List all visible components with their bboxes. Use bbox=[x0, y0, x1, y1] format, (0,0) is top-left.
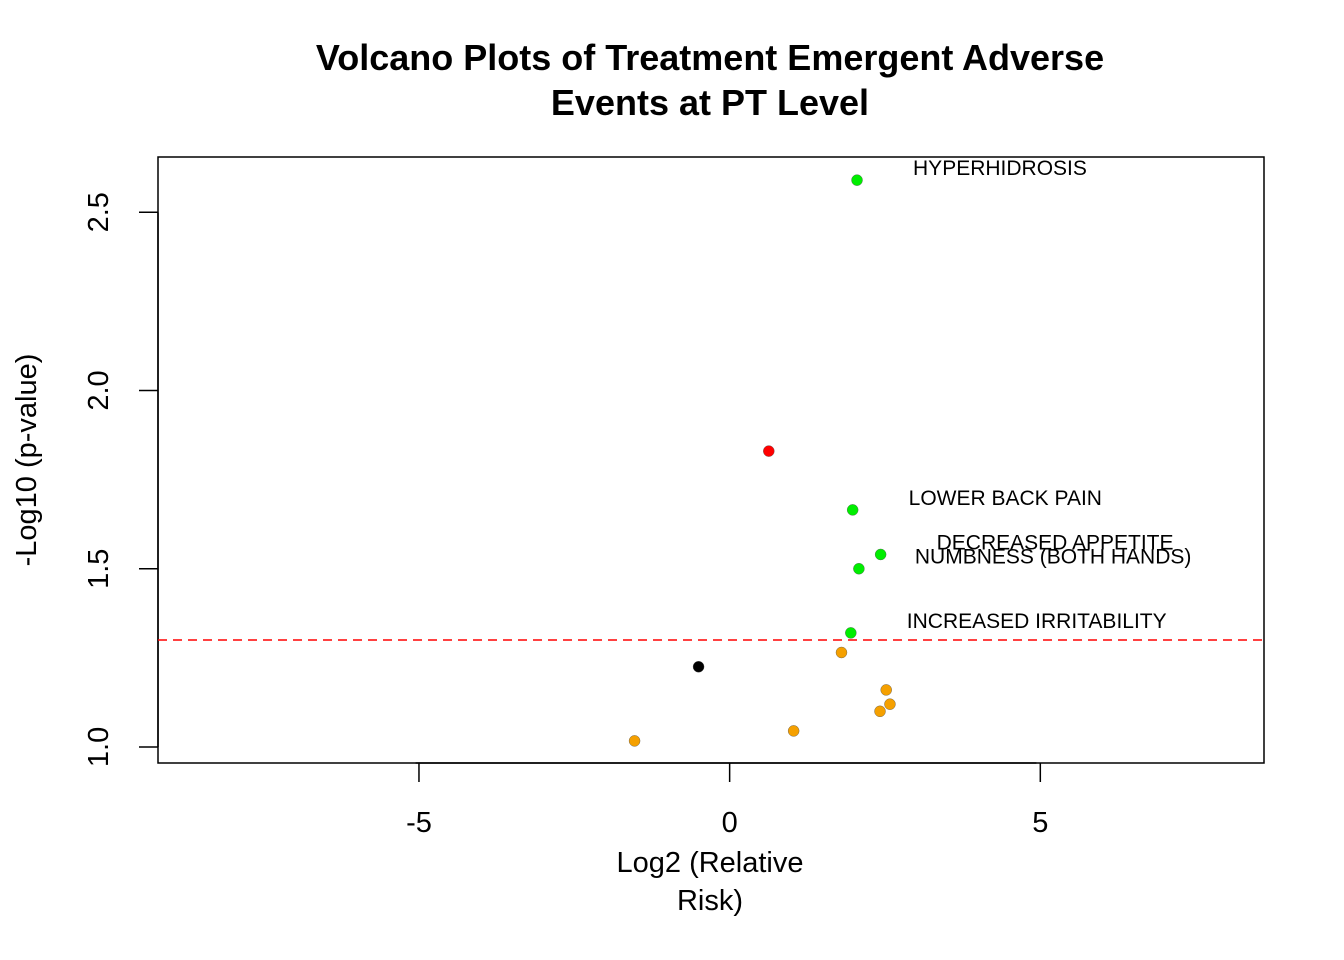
x-tick-label: -5 bbox=[406, 807, 432, 839]
plot-frame bbox=[157, 156, 1265, 764]
y-tick-label: 2.0 bbox=[83, 370, 115, 410]
data-point bbox=[835, 646, 848, 659]
data-point bbox=[692, 661, 705, 673]
point-label: LOWER BACK PAIN bbox=[909, 487, 1102, 510]
point-label: NUMBNESS (BOTH HANDS) bbox=[915, 546, 1192, 569]
x-tick-label: 5 bbox=[1032, 807, 1048, 839]
data-point bbox=[846, 504, 859, 516]
point-label: INCREASED IRRITABILITY bbox=[907, 610, 1167, 633]
data-point bbox=[874, 705, 886, 718]
data-point bbox=[763, 445, 775, 457]
x-ticks: -5 0 5 bbox=[406, 763, 1048, 839]
y-tick-label: 1.5 bbox=[83, 549, 115, 589]
data-point bbox=[874, 548, 887, 561]
data-point bbox=[884, 698, 896, 710]
data-point bbox=[787, 725, 800, 737]
points-layer bbox=[628, 174, 896, 747]
x-tick-label: 0 bbox=[722, 807, 738, 839]
data-point bbox=[851, 174, 863, 186]
data-point bbox=[628, 735, 641, 747]
x-axis-label-line-2: Risk) bbox=[677, 885, 743, 917]
data-point bbox=[853, 563, 865, 575]
chart-title-line-1: Volcano Plots of Treatment Emergent Adve… bbox=[316, 37, 1104, 78]
point-label: HYPERHIDROSIS bbox=[913, 157, 1087, 180]
chart-title-line-2: Events at PT Level bbox=[551, 82, 869, 123]
data-point bbox=[880, 684, 892, 696]
x-axis-label-line-1: Log2 (Relative bbox=[617, 847, 804, 879]
y-tick-label: 2.5 bbox=[83, 192, 115, 232]
y-axis-label: -Log10 (p-value) bbox=[11, 354, 43, 567]
point-label: DECREASED APPETITE bbox=[937, 531, 1174, 554]
y-ticks: 1.0 1.5 2.0 2.5 bbox=[83, 192, 158, 767]
point-labels-layer: HYPERHIDROSIS LOWER BACK PAIN DECREASED AP… bbox=[907, 157, 1192, 633]
y-tick-label: 1.0 bbox=[83, 727, 115, 767]
data-point bbox=[845, 627, 857, 639]
